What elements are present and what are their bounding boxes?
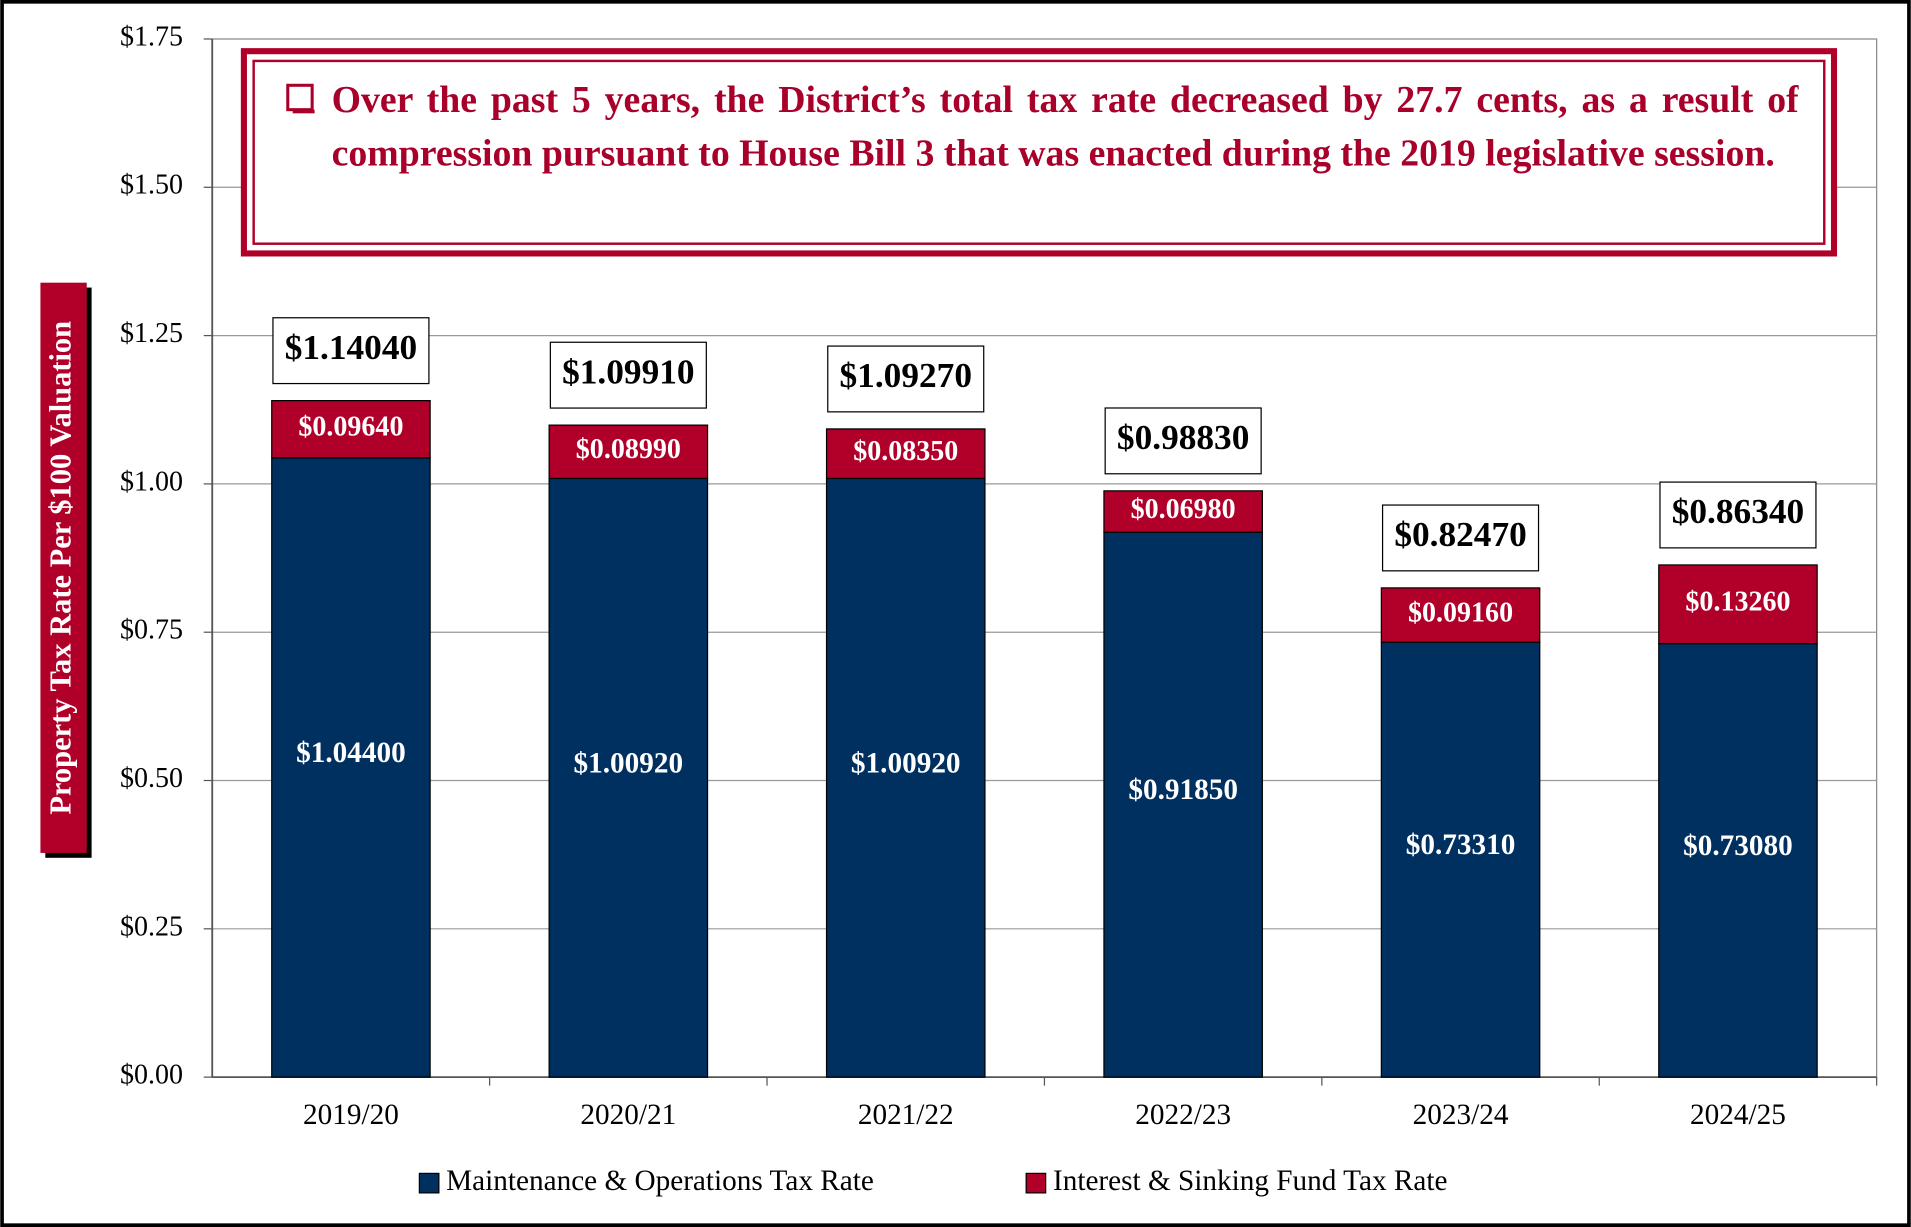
bar-segment [1103,490,1263,533]
data-label: $0.91850 [1128,774,1238,806]
total-label-box [827,345,985,413]
legend-swatch [418,1172,440,1194]
total-label-box [1381,504,1540,572]
y-tick-label: $1.50 [120,170,183,201]
data-label: $1.00920 [851,747,961,779]
data-label: $0.13260 [1685,587,1790,618]
annotation-text: Over the past 5 years, the District’s to… [331,77,1799,175]
x-tick-label: 2021/22 [858,1099,954,1131]
bar-segment [1103,531,1263,1078]
data-label: $0.73080 [1683,830,1793,862]
total-label: $1.09270 [840,356,972,395]
data-label: $0.06980 [1131,494,1236,525]
data-label: $1.00920 [574,747,684,779]
total-label-box [549,341,707,409]
total-label-box [1659,481,1817,549]
bar-segment [271,400,431,459]
total-label: $1.09910 [562,352,694,391]
bar-segment [825,428,986,480]
legend-label: Maintenance & Operations Tax Rate [446,1165,874,1197]
data-label: $0.08350 [853,436,958,467]
bar-segment [1658,642,1818,1078]
total-label: $0.98830 [1117,418,1249,457]
annotation-inner-border [252,59,1826,245]
bar-segment [825,477,986,1078]
y-tick-label: $1.25 [120,318,183,349]
bar-segment [1380,587,1541,643]
data-label: $0.73310 [1406,829,1516,861]
bullet-shadow [292,109,315,114]
total-label: $0.86340 [1672,492,1804,531]
total-label: $1.14040 [285,328,417,367]
annotation-box [240,48,1838,257]
y-tick-label: $0.00 [120,1060,183,1091]
y-tick-label: $0.25 [120,911,183,942]
x-tick-label: 2019/20 [303,1099,399,1131]
total-label-box [272,317,430,385]
annotation: Over the past 5 years, the District’s to… [331,77,1799,175]
x-tick-label: 2023/24 [1413,1099,1509,1131]
y-tick-label: $1.75 [120,21,183,52]
bullet [286,83,314,112]
y-tick-label: $0.75 [120,615,183,646]
x-tick-label: 2024/25 [1690,1099,1786,1131]
y-axis-label: Property Tax Rate Per $100 Valuation [44,321,78,815]
x-tick-label: 2022/23 [1135,1099,1231,1131]
bar-segment [548,424,709,480]
y-label-box [40,282,87,853]
y-tick-label: $1.00 [120,466,183,497]
data-label: $1.04400 [296,737,406,769]
legend-swatch [1025,1172,1047,1194]
x-tick-label: 2020/21 [580,1099,676,1131]
data-label: $0.08990 [576,434,681,465]
bar-segment [548,477,709,1078]
bar-segment [271,457,431,1078]
y-tick-label: $0.50 [120,763,183,794]
data-label: $0.09160 [1408,598,1513,629]
bar-segment [1658,564,1818,645]
bars: $1.04400 $0.09640 $1.14040 $1.00920 $0.08990… [271,317,1818,1078]
legend-label: Interest & Sinking Fund Tax Rate [1053,1165,1447,1197]
total-label: $0.82470 [1394,515,1526,554]
data-label: $0.09640 [298,412,403,443]
total-label-box [1104,407,1262,475]
